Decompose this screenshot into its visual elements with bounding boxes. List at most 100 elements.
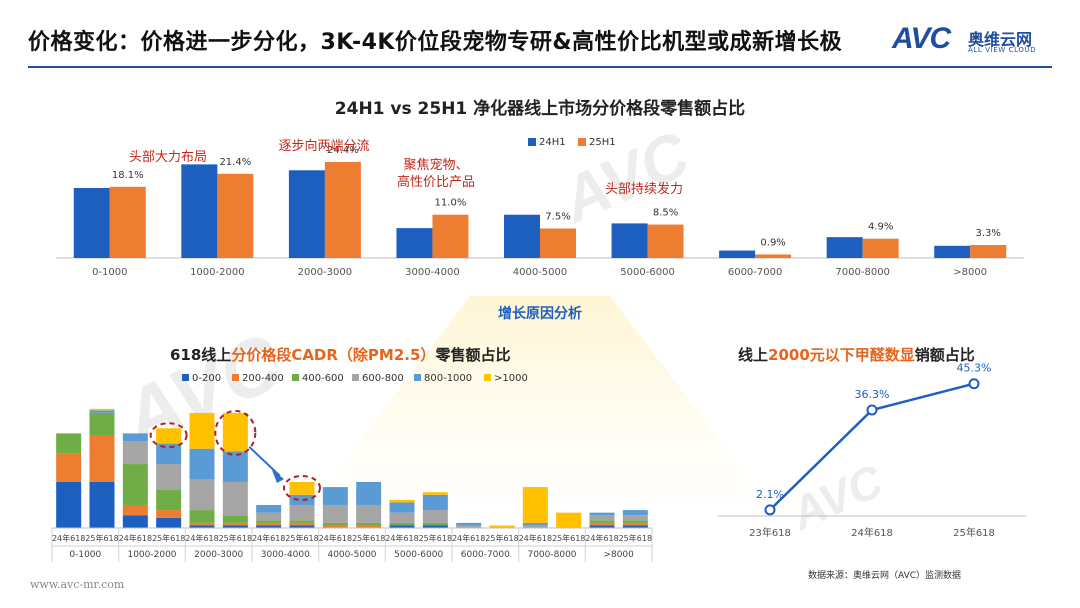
chart2-stack-segment <box>322 504 348 523</box>
chart2-group-label: 0-1000 <box>69 550 101 560</box>
chart2-cadr-stacked-bar-chart: 0-200 200-400 400-600 600-800 800-1000 >1000 2… <box>51 373 653 562</box>
chart2-stack-segment <box>89 408 115 411</box>
chart3-data-label: 2.1% <box>756 488 784 501</box>
chart1-bar-25H1 <box>970 245 1007 258</box>
chart2-stack-segment <box>222 412 248 452</box>
chart2-stack-segment <box>189 510 215 523</box>
chart2-stack-segment <box>189 522 215 526</box>
chart1-data-label: 21.4% <box>219 157 251 168</box>
chart2-stack-segment <box>422 492 448 495</box>
chart1-data-label: 24.4% <box>327 145 359 156</box>
page-title: 价格变化：价格进一步分化，3K-4K价位段宠物专研&高性价比机型或成新增长极 <box>28 30 843 55</box>
chart2-group-label: 4000-5000 <box>327 550 376 560</box>
chart2-stack-segment <box>222 515 248 523</box>
chart1-annotation: 高性价比产品 <box>397 174 475 190</box>
chart2-stack-segment <box>189 479 215 511</box>
chart2-stack-segment <box>389 522 415 526</box>
chart2-stack-segment <box>522 522 548 526</box>
chart1-bar-24H1 <box>288 170 325 258</box>
chart3-data-label: 45.3% <box>957 362 992 375</box>
logo-chinese-name: 奥维云网 <box>968 30 1033 49</box>
chart2-bar-label: 24年618 <box>452 533 485 543</box>
chart2-bar-label: 24年618 <box>519 533 552 543</box>
chart1-x-tick-label: 6000-7000 <box>728 267 783 278</box>
chart2-stack-segment <box>256 512 282 521</box>
chart2-trend-arrow-line <box>248 446 281 477</box>
chart2-stack-segment <box>156 464 182 490</box>
logo-mark: AVC <box>892 22 951 55</box>
chart2-legend-label: >1000 <box>494 373 528 384</box>
chart2-stack-segment <box>389 512 415 523</box>
growth-reason-label: 增长原因分析 <box>498 306 582 322</box>
chart2-bar-label: 25年618 <box>485 533 518 543</box>
chart1-bar-25H1 <box>862 238 899 258</box>
chart2-stack-segment <box>589 522 615 526</box>
chart2-bar-label: 25年618 <box>352 533 385 543</box>
chart1-legend-swatch <box>528 138 536 146</box>
chart1-bar-24H1 <box>396 228 433 258</box>
chart2-bar-label: 24年618 <box>252 533 285 543</box>
chart2-legend-label: 200-400 <box>242 373 284 384</box>
chart2-stack-segment <box>622 515 648 521</box>
chart3-data-label: 36.3% <box>855 388 890 401</box>
chart2-stack-segment <box>622 525 648 528</box>
chart2-stack-segment <box>589 515 615 521</box>
chart2-stack-segment <box>422 510 448 523</box>
chart2-stack-segment <box>622 510 648 516</box>
chart2-stack-segment <box>289 520 315 523</box>
chart2-stack-segment <box>222 451 248 482</box>
chart2-stack-segment <box>256 520 282 523</box>
chart2-stack-segment <box>156 517 182 528</box>
chart2-stack-segment <box>156 428 182 444</box>
chart2-stack-segment <box>56 433 82 454</box>
chart2-bar-label: 25年618 <box>552 533 585 543</box>
chart2-legend-swatch <box>182 374 189 381</box>
chart2-stack-segment <box>622 522 648 526</box>
chart1-x-tick-label: 4000-5000 <box>513 267 568 278</box>
chart2-bar-label: 24年618 <box>385 533 418 543</box>
chart2-legend-swatch <box>232 374 239 381</box>
chart3-x-tick-label: 23年618 <box>749 526 791 539</box>
chart2-stack-segment <box>122 504 148 516</box>
chart2-stack-segment <box>322 522 348 526</box>
chart1-x-tick-label: 2000-3000 <box>298 267 353 278</box>
chart1-data-label: 18.1% <box>112 170 144 181</box>
chart2-bar-label: 25年618 <box>285 533 318 543</box>
chart2-bar-label: 25年618 <box>85 533 118 543</box>
chart2-group-label: >8000 <box>603 550 634 560</box>
chart1-x-tick-label: 1000-2000 <box>190 267 245 278</box>
chart2-stack-segment <box>489 525 515 528</box>
chart1-data-label: 0.9% <box>760 237 785 248</box>
chart2-stack-segment <box>289 481 315 495</box>
chart2-group-label: 2000-3000 <box>194 550 243 560</box>
chart1-bar-24H1 <box>719 250 756 258</box>
chart2-stack-segment <box>422 525 448 528</box>
chart2-stack-segment <box>89 435 115 482</box>
chart1-x-tick-label: 3000-4000 <box>405 267 460 278</box>
chart2-group-label: 5000-6000 <box>394 550 443 560</box>
chart3-x-tick-label: 24年618 <box>851 526 893 539</box>
chart2-stack-segment <box>222 525 248 528</box>
chart2-stack-segment <box>456 522 482 526</box>
chart2-stack-segment <box>289 504 315 521</box>
chart1-bar-24H1 <box>611 223 648 258</box>
chart2-stack-segment <box>289 494 315 505</box>
chart1-bar-24H1 <box>73 187 110 258</box>
chart2-bar-label: 25年618 <box>152 533 185 543</box>
chart2-stack-segment <box>89 481 115 528</box>
chart1-annotation: 聚焦宠物、 <box>403 157 468 173</box>
chart2-legend-swatch <box>484 374 491 381</box>
chart1-bar-25H1 <box>109 186 146 258</box>
chart3-title: 线上2000元以下甲醛数显销额占比 <box>738 346 975 364</box>
chart2-trend-arrow-head <box>272 469 284 483</box>
chart2-stack-segment <box>389 499 415 503</box>
chart2-stack-segment <box>322 487 348 505</box>
chart2-stack-segment <box>589 520 615 523</box>
chart1-legend-label: 24H1 <box>539 137 566 148</box>
chart2-stack-segment <box>89 410 115 413</box>
chart2-group-label: 3000-4000 <box>261 550 310 560</box>
chart2-stack-segment <box>256 522 282 526</box>
chart1-data-label: 3.3% <box>976 228 1001 239</box>
chart2-stack-segment <box>622 520 648 523</box>
chart1-legend-swatch <box>578 138 586 146</box>
